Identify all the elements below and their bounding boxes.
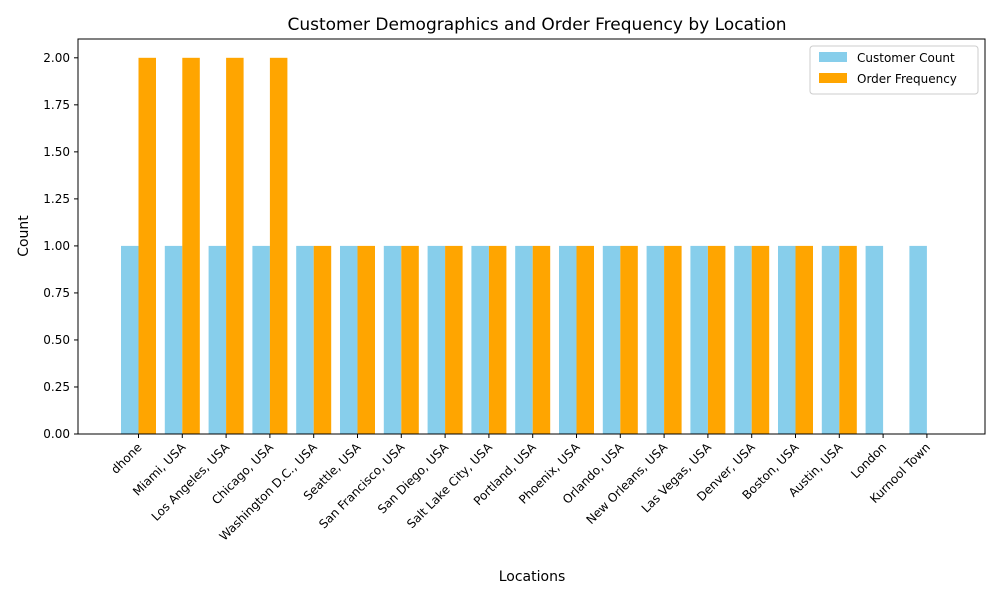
legend-label-order-frequency: Order Frequency [857,72,957,86]
legend-box [809,45,979,95]
bar-customer-count-16 [821,245,840,434]
bar-customer-count-5 [340,245,358,434]
bar-customer-count-7 [427,245,446,434]
bar-customer-count-4 [296,245,314,434]
y-tick-label-4: 1.00 [43,239,70,253]
bar-customer-count-12 [646,245,665,434]
bar-customer-count-3 [252,245,270,434]
bar-customer-count-15 [778,245,796,434]
x-tick-label-6: San Francisco, USA [316,440,408,532]
x-axis-title: Locations [499,569,566,585]
y-tick-label-3: 0.75 [43,286,70,300]
bar-order-frequency-2 [226,57,244,435]
plot-frame [77,38,986,435]
y-axis-title: Count [16,215,32,257]
y-tick-label-0: 0.00 [43,427,70,441]
bar-order-frequency-13 [707,245,726,434]
bar-customer-count-17 [865,245,884,434]
bar-order-frequency-1 [182,57,200,435]
bar-customer-count-2 [208,245,227,434]
y-ticks-group: 0.00 0.25 0.50 0.75 1.00 1.25 1.50 1.75 2.00 [43,51,78,441]
x-tick-label-12: New Orleans, USA [583,440,670,527]
bar-order-frequency-12 [664,245,682,434]
bar-customer-count-9 [515,245,533,434]
legend-label-customer-count: Customer Count [857,51,955,65]
bars-group [121,57,927,435]
bar-customer-count-11 [602,245,621,434]
bar-customer-count-18 [909,245,927,434]
chart-title: Customer Demographics and Order Frequenc… [287,15,786,35]
bar-order-frequency-6 [401,245,419,434]
x-tick-label-2: Los Angeles, USA [149,440,233,524]
bar-customer-count-13 [690,245,708,434]
bar-order-frequency-15 [795,245,813,434]
bar-order-frequency-3 [269,57,288,435]
bar-order-frequency-0 [138,57,156,435]
y-tick-label-2: 0.50 [43,333,70,347]
y-tick-label-5: 1.25 [43,192,70,206]
bar-order-frequency-10 [576,245,594,434]
bar-order-frequency-5 [357,245,375,434]
bar-order-frequency-7 [445,245,463,434]
bar-customer-count-0 [121,245,139,434]
legend-swatch-order-frequency [819,73,847,83]
bar-order-frequency-8 [488,245,507,434]
y-tick-label-8: 2.00 [43,51,70,65]
bar-customer-count-10 [559,245,577,434]
bar-order-frequency-9 [532,245,551,434]
bar-customer-count-6 [383,245,402,434]
bar-customer-count-8 [471,245,489,434]
bar-order-frequency-4 [313,245,332,434]
x-tick-label-8: Salt Lake City, USA [404,440,495,531]
x-tick-label-17: London [848,440,889,481]
bar-customer-count-14 [734,245,752,434]
bar-order-frequency-16 [839,245,857,434]
y-tick-label-7: 1.75 [43,98,70,112]
y-tick-label-1: 0.25 [43,380,70,394]
bar-order-frequency-14 [751,245,770,434]
bar-customer-count-1 [164,245,183,434]
legend-swatch-customer-count [819,52,847,62]
x-tick-label-0: dhone [108,440,144,476]
bar-order-frequency-11 [620,245,638,434]
y-tick-label-6: 1.50 [43,145,70,159]
legend: Customer Count Order Frequency [809,45,979,95]
